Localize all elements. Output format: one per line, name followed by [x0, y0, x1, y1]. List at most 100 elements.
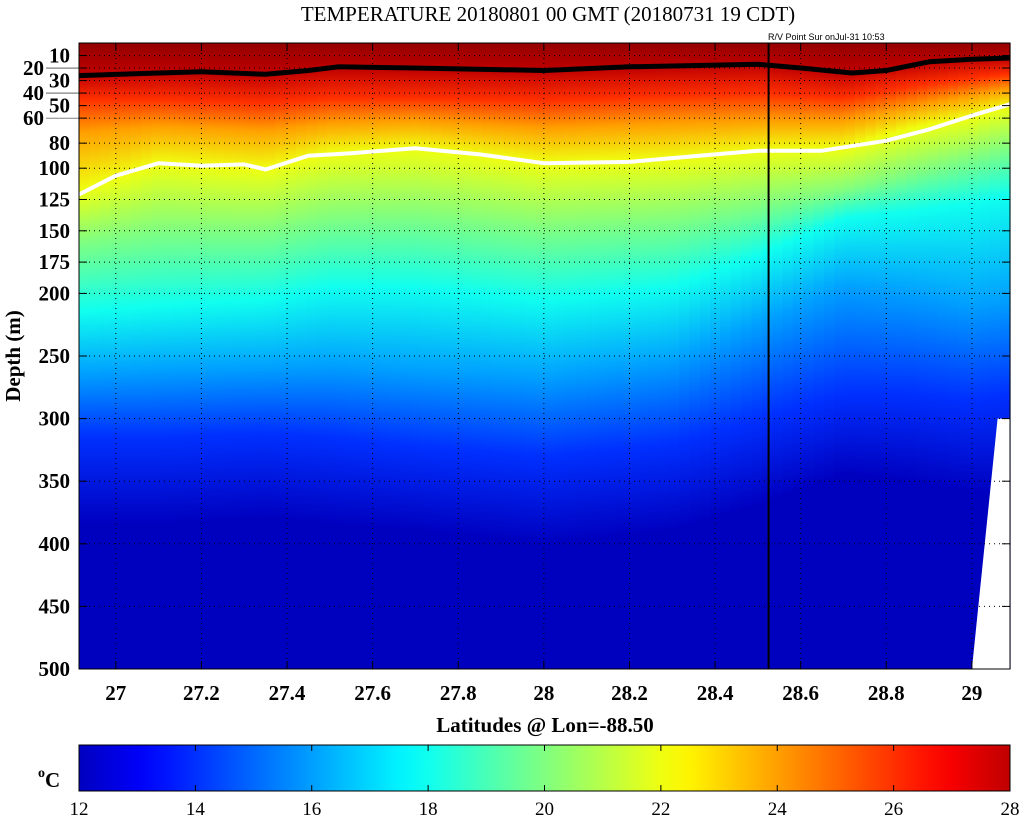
y-tick-label: 175: [39, 250, 71, 274]
temperature-column: [875, 43, 887, 669]
temperature-column: [937, 43, 949, 669]
temperature-column: [203, 43, 215, 669]
temperature-column: [761, 43, 773, 669]
temperature-column: [782, 43, 794, 669]
temperature-column: [451, 43, 463, 669]
x-tick-label: 27.6: [354, 681, 391, 705]
x-tick-label: 27.8: [440, 681, 477, 705]
temperature-column: [885, 43, 897, 669]
colorbar-scale: [78, 744, 1011, 792]
y-tick-label: 80: [49, 131, 70, 155]
colorbar-tick-label: 12: [70, 799, 89, 820]
y-tick-label: 150: [39, 219, 71, 243]
temperature-column: [472, 43, 484, 669]
y-tick-label: 350: [39, 469, 71, 493]
temperature-column: [813, 43, 825, 669]
chart-subtitle: R/V Point Sur onJul-31 10:53: [768, 32, 885, 42]
temperature-column: [803, 43, 815, 669]
colorbar-tick-label: 20: [535, 799, 554, 820]
colorbar-tick-label: 24: [768, 799, 788, 820]
y-tick-label: 125: [39, 188, 71, 212]
temperature-column: [575, 43, 587, 669]
temperature-column: [182, 43, 194, 669]
temperature-column: [130, 43, 142, 669]
temperature-column: [151, 43, 163, 669]
x-tick-label: 28: [533, 681, 554, 705]
x-axis: 27 27.2 27.4 27.6 27.8 28 28.2 28.4 28.6 28.8 29: [105, 43, 982, 705]
y-tick-label: 400: [39, 532, 71, 556]
temperature-column: [358, 43, 370, 669]
temperature-column: [141, 43, 153, 669]
temperature-column: [710, 43, 721, 669]
temperature-column: [947, 43, 959, 669]
temperature-column: [658, 43, 670, 669]
temperature-column: [865, 43, 877, 669]
isotherm-22c-line: [78, 102, 1011, 197]
colorbar-tick-label: 16: [302, 799, 321, 820]
colorbar-label-degree: o: [38, 766, 45, 781]
temperature-column: [327, 43, 339, 669]
temperature-column: [637, 43, 649, 669]
y-tick-label: 250: [39, 344, 71, 368]
x-tick-label: 27: [105, 681, 126, 705]
temperature-column: [296, 43, 308, 669]
y-tick-label: 40: [23, 81, 44, 105]
temperature-column: [430, 43, 442, 669]
temperature-column: [854, 43, 866, 669]
temperature-column: [741, 43, 752, 669]
temperature-column: [316, 43, 328, 669]
temperature-column: [492, 43, 504, 669]
y-tick-label: 450: [39, 594, 71, 618]
x-tick-label: 28.2: [611, 681, 648, 705]
temperature-column: [792, 43, 804, 669]
temperature-column: [399, 43, 411, 669]
colorbar-tick-label: 14: [186, 799, 206, 820]
temperature-column: [503, 43, 515, 669]
temperature-column: [306, 43, 318, 669]
temperature-column: [275, 43, 287, 669]
temperature-column: [513, 43, 525, 669]
y-tick-label: 300: [39, 407, 71, 431]
y-tick-label: 30: [49, 69, 70, 93]
temperature-column: [554, 43, 566, 669]
x-tick-label: 29: [961, 681, 982, 705]
temperature-column: [916, 43, 928, 669]
temperature-column: [110, 43, 121, 669]
colorbar-label-unit: C: [45, 768, 60, 792]
x-tick-label: 28.6: [782, 681, 819, 705]
temperature-column: [254, 43, 266, 669]
temperature-column: [906, 43, 918, 669]
temperature-column: [772, 43, 784, 669]
x-tick-label: 28.4: [697, 681, 734, 705]
colorbar-label: oC: [38, 766, 60, 792]
temperature-column: [606, 43, 618, 669]
x-tick-label: 27.4: [269, 681, 306, 705]
x-tick-label: 28.8: [868, 681, 905, 705]
temperature-column: [441, 43, 452, 669]
temperature-column: [285, 43, 297, 669]
x-axis-label: Latitudes @ Lon=-88.50: [436, 713, 654, 737]
temperature-column: [337, 43, 349, 669]
temperature-column: [265, 43, 277, 669]
no-data-mask: [971, 418, 1010, 669]
isotherm-lines: [78, 43, 1011, 669]
colorbar-tick-label: 26: [884, 799, 903, 820]
temperature-column: [616, 43, 628, 669]
y-axis-label: Depth (m): [1, 310, 25, 402]
y-tick-label: 50: [49, 94, 70, 118]
temperature-column: [730, 43, 742, 669]
colorbar-tick-label: 28: [1001, 799, 1020, 820]
temperature-column: [172, 43, 184, 669]
temperature-column: [213, 43, 225, 669]
x-tick-label: 27.2: [183, 681, 220, 705]
temperature-column: [927, 43, 939, 669]
temperature-column: [161, 43, 173, 669]
y-tick-label: 20: [23, 56, 44, 80]
y-tick-label: 500: [39, 657, 71, 681]
y-tick-label: 200: [39, 281, 71, 305]
temperature-column: [751, 43, 763, 669]
y-tick-label: 60: [23, 106, 44, 130]
temperature-column: [896, 43, 908, 669]
temperature-column: [720, 43, 732, 669]
